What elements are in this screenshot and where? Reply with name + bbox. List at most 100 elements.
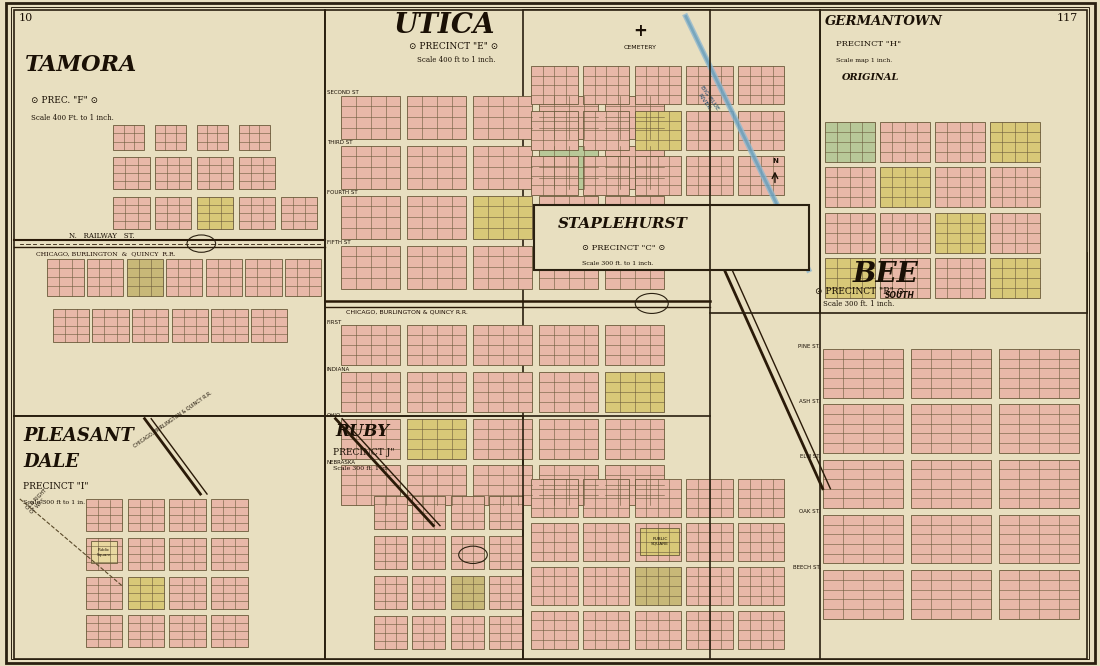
- Bar: [407, 466, 466, 505]
- Bar: [605, 246, 664, 289]
- Bar: [686, 567, 733, 605]
- Bar: [635, 157, 681, 195]
- Bar: [407, 96, 466, 139]
- Bar: [823, 460, 903, 508]
- Bar: [490, 616, 522, 649]
- Bar: [473, 466, 532, 505]
- Bar: [825, 212, 874, 252]
- Text: INDIANA: INDIANA: [327, 367, 350, 372]
- Bar: [825, 167, 874, 207]
- Bar: [197, 157, 233, 189]
- Bar: [211, 309, 248, 342]
- Bar: [539, 146, 598, 189]
- Bar: [341, 246, 400, 289]
- Bar: [583, 523, 629, 561]
- Bar: [251, 309, 287, 342]
- Text: ⊙ PRECINCT "C" ⊙: ⊙ PRECINCT "C" ⊙: [582, 244, 665, 252]
- Bar: [738, 523, 784, 561]
- Text: GERMANTOWN: GERMANTOWN: [825, 15, 943, 28]
- Text: Scale 300 ft. 1 inch.: Scale 300 ft. 1 inch.: [823, 300, 894, 308]
- Bar: [823, 349, 903, 398]
- Bar: [539, 466, 598, 505]
- Bar: [686, 611, 733, 649]
- Bar: [935, 167, 984, 207]
- Text: THIRD ST: THIRD ST: [327, 140, 352, 145]
- Bar: [341, 96, 400, 139]
- Bar: [211, 577, 248, 609]
- Text: CHICAGO, BURLINGTON  &  QUINCY  R.R.: CHICAGO, BURLINGTON & QUINCY R.R.: [36, 252, 176, 256]
- Bar: [86, 500, 122, 531]
- Bar: [341, 419, 400, 459]
- Bar: [341, 196, 400, 239]
- Bar: [87, 259, 123, 296]
- Bar: [166, 259, 202, 296]
- Text: PLEASANT: PLEASANT: [23, 426, 134, 445]
- Text: STAPLEHURST: STAPLEHURST: [558, 216, 688, 230]
- Bar: [880, 258, 929, 298]
- Bar: [539, 372, 598, 412]
- Text: Scale 300 ft. to 1 inch.: Scale 300 ft. to 1 inch.: [582, 260, 653, 266]
- Bar: [583, 479, 629, 517]
- Bar: [132, 309, 168, 342]
- Bar: [211, 538, 248, 570]
- Text: CHICAGO, BURLINGTON & QUINCY R.R.: CHICAGO, BURLINGTON & QUINCY R.R.: [132, 390, 212, 449]
- Text: Scale 400 ft to 1 inch.: Scale 400 ft to 1 inch.: [417, 56, 495, 64]
- Bar: [539, 96, 598, 139]
- Bar: [92, 309, 129, 342]
- Bar: [86, 577, 122, 609]
- Bar: [911, 349, 991, 398]
- Text: DALE: DALE: [23, 454, 79, 472]
- Bar: [686, 111, 733, 150]
- Bar: [341, 466, 400, 505]
- Bar: [126, 259, 163, 296]
- Bar: [823, 570, 903, 619]
- Bar: [374, 576, 407, 609]
- Bar: [635, 611, 681, 649]
- Bar: [169, 500, 206, 531]
- Text: Scale 400 Ft. to 1 inch.: Scale 400 Ft. to 1 inch.: [31, 114, 113, 122]
- Bar: [534, 205, 808, 270]
- Text: OHIO: OHIO: [327, 414, 341, 418]
- Bar: [823, 404, 903, 453]
- Bar: [128, 538, 164, 570]
- Bar: [522, 10, 820, 659]
- Bar: [686, 66, 733, 105]
- Bar: [155, 125, 186, 151]
- Bar: [86, 615, 122, 647]
- Bar: [473, 96, 532, 139]
- Bar: [605, 196, 664, 239]
- Bar: [412, 496, 446, 529]
- Bar: [451, 576, 484, 609]
- Bar: [169, 538, 206, 570]
- Bar: [451, 536, 484, 569]
- Bar: [374, 496, 407, 529]
- Text: OLD RIGHT
OF WAY: OLD RIGHT OF WAY: [25, 488, 52, 515]
- Text: FIRST: FIRST: [327, 320, 342, 325]
- Bar: [686, 523, 733, 561]
- Bar: [531, 479, 578, 517]
- Bar: [990, 167, 1040, 207]
- Bar: [999, 515, 1079, 563]
- Bar: [911, 570, 991, 619]
- Text: PRECINCT "I": PRECINCT "I": [23, 482, 89, 492]
- Bar: [583, 157, 629, 195]
- Bar: [341, 326, 400, 366]
- Bar: [341, 146, 400, 189]
- Bar: [324, 10, 710, 659]
- Bar: [341, 372, 400, 412]
- Text: ⊙ PRECINCT "E" ⊙: ⊙ PRECINCT "E" ⊙: [409, 42, 498, 51]
- Bar: [113, 157, 150, 189]
- Text: CEMETERY: CEMETERY: [624, 45, 657, 50]
- Bar: [91, 541, 117, 563]
- Bar: [999, 404, 1079, 453]
- Bar: [990, 258, 1040, 298]
- Bar: [14, 416, 324, 659]
- Bar: [911, 515, 991, 563]
- Bar: [412, 576, 446, 609]
- Bar: [128, 500, 164, 531]
- Bar: [451, 496, 484, 529]
- Bar: [539, 246, 598, 289]
- Text: ASH ST.: ASH ST.: [800, 399, 821, 404]
- Bar: [635, 523, 681, 561]
- Bar: [990, 212, 1040, 252]
